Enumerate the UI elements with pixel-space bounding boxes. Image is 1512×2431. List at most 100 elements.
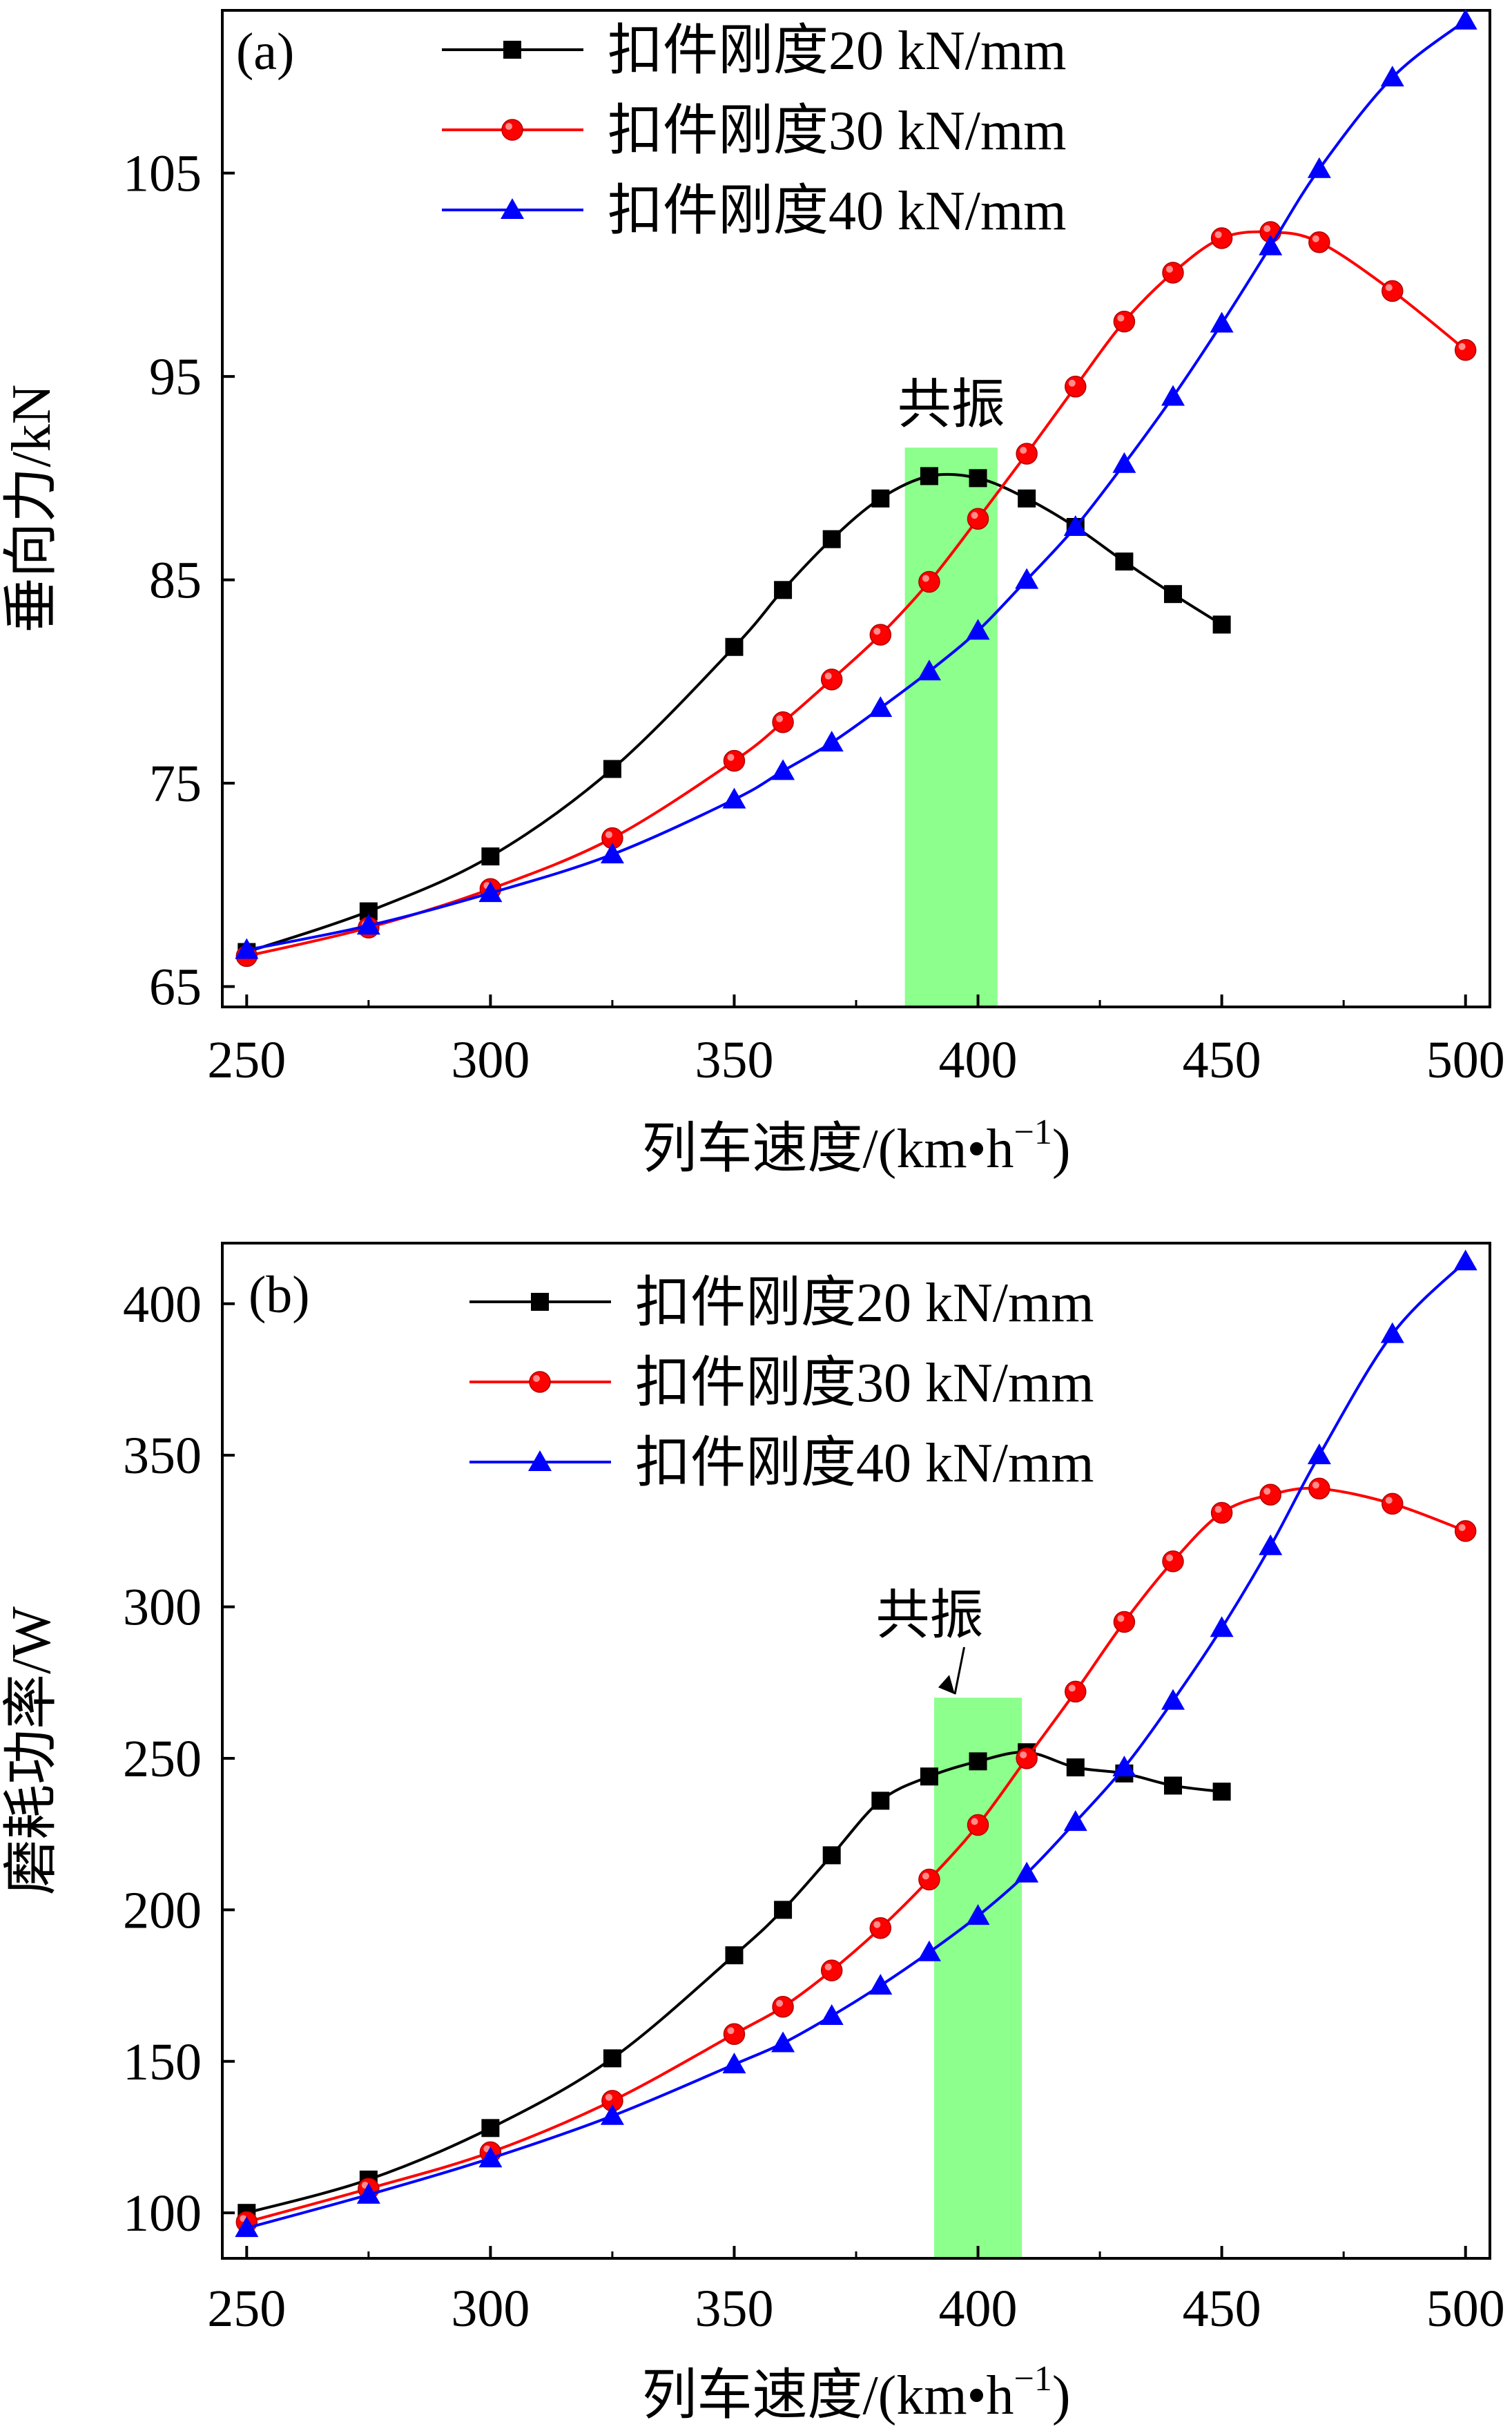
data-point [725, 637, 744, 656]
data-point [917, 1940, 941, 1961]
legend-marker [531, 1293, 549, 1311]
legend-marker [528, 1450, 552, 1471]
data-point [1259, 1534, 1283, 1555]
x-tick-label: 250 [207, 2280, 286, 2338]
legend-entry-1: 扣件刚度20 kN/mm [442, 21, 1066, 81]
legend-entry-2: 扣件刚度30 kN/mm [469, 1353, 1094, 1414]
y-tick-label: 95 [149, 348, 202, 406]
series-3 [235, 8, 1477, 959]
data-point-highlight [1214, 1506, 1222, 1513]
data-point [969, 469, 987, 488]
data-point-highlight [1117, 314, 1125, 322]
x-tick-label: 500 [1426, 2280, 1505, 2338]
resonance-band [904, 448, 998, 1007]
data-point-highlight [1385, 284, 1393, 291]
data-point [1259, 234, 1283, 256]
data-point [771, 2031, 795, 2053]
data-point [1454, 1520, 1477, 1542]
data-point [772, 711, 794, 733]
data-point-highlight [1020, 446, 1027, 454]
data-point [481, 2119, 500, 2137]
data-point-highlight [873, 628, 881, 635]
data-point [822, 1846, 841, 1865]
data-point [1018, 489, 1036, 508]
y-tick-label: 400 [123, 1276, 202, 1334]
data-point [820, 1959, 843, 1981]
y-tick-label: 65 [149, 959, 202, 1017]
data-point [1162, 1550, 1184, 1573]
data-point [1210, 227, 1233, 249]
data-point [356, 914, 380, 935]
series-1 [238, 1743, 1231, 2222]
data-point [1454, 339, 1477, 361]
y-tick-label: 250 [123, 1730, 202, 1788]
data-point [722, 2053, 746, 2074]
data-point [1380, 1322, 1404, 1343]
data-point-highlight [971, 512, 978, 519]
x-tick-label: 450 [1183, 2280, 1261, 2338]
data-point [1015, 568, 1039, 589]
data-point [1453, 8, 1477, 30]
series-3 [235, 1249, 1477, 2238]
data-point-highlight [1117, 1615, 1125, 1622]
x-tick-label: 400 [939, 1031, 1018, 1089]
data-point [1210, 1616, 1234, 1637]
data-point-highlight [922, 1872, 929, 1880]
annotation-arrowhead [938, 1675, 955, 1695]
data-point [920, 467, 938, 486]
legend-marker-highlight [533, 1375, 540, 1382]
x-axis-title: 列车速度/(km•h−1) [641, 2359, 1070, 2426]
series-1 [238, 467, 1231, 961]
data-point-highlight [922, 575, 929, 582]
data-point [966, 1904, 990, 1925]
legend-marker [501, 119, 523, 141]
x-tick-label: 500 [1426, 1031, 1505, 1089]
x-axis-title: 列车速度/(km•h−1) [641, 1113, 1070, 1180]
x-tick-label: 250 [207, 1031, 286, 1089]
data-point [820, 731, 844, 752]
data-point [725, 1946, 744, 1965]
data-point [722, 787, 746, 809]
data-point [774, 581, 793, 599]
data-point [1015, 1861, 1039, 1883]
y-tick-label: 150 [123, 2033, 202, 2091]
data-point [820, 2004, 844, 2025]
y-tick-label: 105 [123, 145, 202, 203]
legend-marker [503, 41, 521, 59]
data-point [966, 619, 990, 640]
y-tick-label: 75 [149, 755, 202, 813]
data-point [820, 669, 843, 691]
data-point [478, 881, 503, 903]
y-axis-title: 垂向力/kN [1, 385, 62, 633]
data-point [603, 760, 621, 778]
y-tick-label: 200 [123, 1881, 202, 1939]
annotation-arrow [953, 1646, 966, 1695]
data-point [772, 1996, 794, 2018]
x-tick-label: 450 [1183, 1031, 1261, 1089]
data-point [822, 530, 841, 548]
data-point-highlight [1020, 1751, 1027, 1758]
data-point [723, 749, 746, 772]
data-point [771, 759, 795, 780]
x-tick-label: 350 [695, 1031, 773, 1089]
data-point [1162, 262, 1184, 284]
data-point-highlight [776, 715, 784, 722]
panel-label: (b) [249, 1266, 310, 1324]
data-point [1382, 1492, 1404, 1515]
data-point [967, 508, 989, 530]
data-point [1066, 1758, 1085, 1777]
data-point-highlight [824, 1963, 832, 1971]
data-point-highlight [1263, 1488, 1271, 1495]
legend-label: 扣件刚度40 kN/mm [635, 1433, 1094, 1494]
legend-label: 扣件刚度30 kN/mm [635, 1353, 1094, 1414]
series-line [246, 230, 1466, 958]
series-line [246, 1486, 1466, 2224]
data-point-highlight [1068, 1684, 1076, 1692]
series-line [246, 472, 1223, 954]
legend-marker [529, 1371, 551, 1393]
x-tick-label: 400 [939, 2280, 1018, 2338]
data-point-highlight [727, 2027, 735, 2035]
data-point [603, 2049, 621, 2068]
data-point [869, 624, 892, 646]
data-point [1164, 1776, 1182, 1795]
